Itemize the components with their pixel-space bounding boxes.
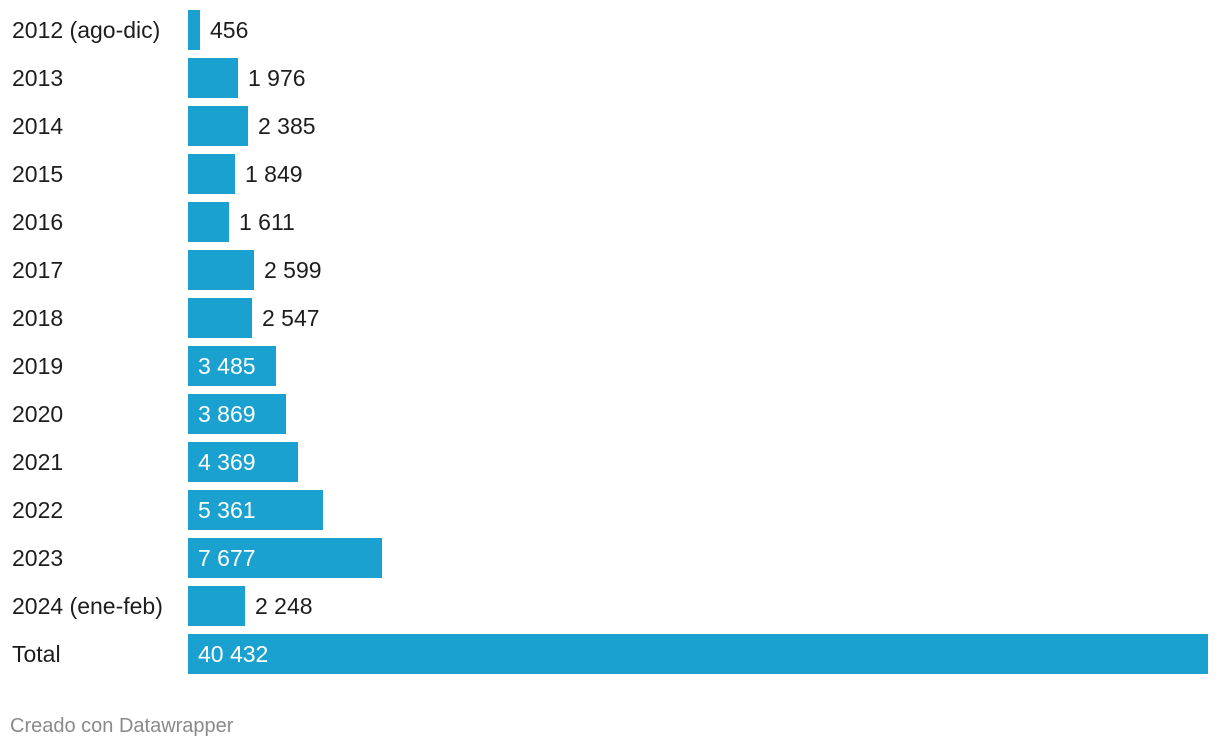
bar [188,394,286,434]
bar [188,490,323,530]
category-label: 2023 [12,545,64,571]
bar [188,202,229,242]
bar-row: 2020 3 869 [0,394,1220,434]
value-label: 1 611 [239,209,295,235]
value-label: 5 361 [198,497,256,523]
bar [188,538,382,578]
category-label: 2014 [12,113,64,139]
bar [188,58,238,98]
value-label: 40 432 [198,641,269,667]
bar-row: 2012 (ago-dic) 456 [0,10,1220,50]
bar-row: 2018 2 547 [0,298,1220,338]
bar [188,106,248,146]
value-label: 2 248 [255,593,313,619]
bar-row: 2024 (ene-feb) 2 248 [0,586,1220,626]
bar-row: 2016 1 611 [0,202,1220,242]
bar-row: 2022 5 361 [0,490,1220,530]
category-label: 2020 [12,401,64,427]
bar-row: 2021 4 369 [0,442,1220,482]
value-label: 1 976 [248,65,306,91]
bar-row: 2017 2 599 [0,250,1220,290]
value-label: 3 869 [198,401,256,427]
bar [188,10,200,50]
value-label: 1 849 [245,161,303,187]
category-label: 2024 (ene-feb) [12,593,163,619]
value-label: 456 [210,17,249,43]
category-label: 2016 [12,209,64,235]
bar-row: 2015 1 849 [0,154,1220,194]
bar [188,442,298,482]
bar-row: Total 40 432 [0,634,1220,674]
category-label: 2012 (ago-dic) [12,17,161,43]
category-label: Total [12,641,61,667]
bar [188,586,245,626]
category-label: 2019 [12,353,64,379]
bar-row: 2019 3 485 [0,346,1220,386]
bar-row: 2023 7 677 [0,538,1220,578]
bar-row: 2014 2 385 [0,106,1220,146]
category-label: 2013 [12,65,64,91]
value-label: 2 599 [264,257,322,283]
credit-text: Creado con Datawrapper [10,715,234,737]
category-label: 2022 [12,497,64,523]
bar-chart: 2012 (ago-dic) 456 2013 1 976 2014 2 385 2015 1… [0,10,1220,674]
value-label: 2 385 [258,113,316,139]
value-label: 4 369 [198,449,256,475]
category-label: 2018 [12,305,64,331]
bar [188,346,276,386]
category-label: 2015 [12,161,64,187]
value-label: 2 547 [262,305,320,331]
category-label: 2017 [12,257,64,283]
bar [188,154,235,194]
value-label: 3 485 [198,353,256,379]
category-label: 2021 [12,449,64,475]
value-label: 7 677 [198,545,256,571]
bar [188,298,252,338]
bar-row: 2013 1 976 [0,58,1220,98]
bar [188,250,254,290]
bar [188,634,1208,674]
